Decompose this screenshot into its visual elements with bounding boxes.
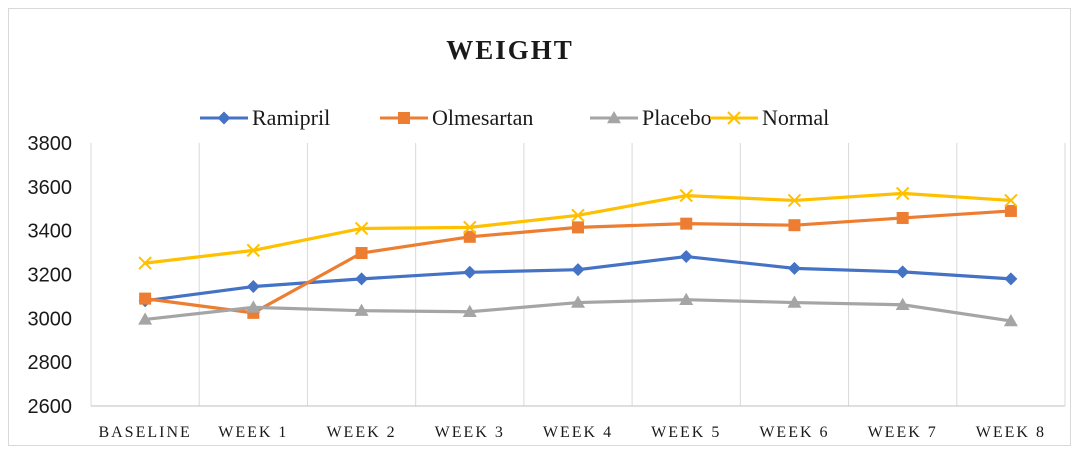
data-point: [463, 230, 476, 243]
chart-frame: [8, 8, 1071, 446]
data-point: [217, 111, 231, 125]
x-tick-label: WEEK 2: [326, 424, 396, 441]
data-point: [355, 272, 369, 286]
series-normal: [138, 186, 1018, 270]
data-point: [727, 111, 741, 125]
data-point: [246, 300, 261, 313]
x-tick-label: WEEK 5: [651, 424, 721, 441]
legend-label: Placebo: [642, 105, 712, 130]
data-point: [571, 263, 585, 277]
data-point: [607, 111, 621, 124]
legend-item-normal: Normal: [710, 105, 829, 130]
y-tick-label: 3400: [28, 221, 73, 243]
data-point: [246, 243, 261, 258]
data-point: [1004, 272, 1018, 286]
data-point: [787, 193, 802, 208]
legend-item-placebo: Placebo: [590, 105, 712, 130]
x-tick-label: WEEK 3: [435, 424, 505, 441]
data-point: [1004, 193, 1018, 208]
series-olmesartan: [139, 204, 1017, 319]
data-point: [680, 217, 693, 230]
y-tick-label: 2600: [28, 396, 73, 418]
data-point: [355, 247, 368, 260]
data-point: [787, 261, 801, 275]
x-tick-label: BASELINE: [98, 424, 191, 441]
series-placebo: [138, 292, 1018, 327]
axes: 2600 2800 3000 3200 3400 3600 3800 BASELINE WEEK…: [28, 133, 1065, 441]
x-tick-label: WEEK 6: [759, 424, 829, 441]
data-point: [679, 292, 694, 305]
y-tick-label: 3200: [28, 265, 73, 287]
data-point: [679, 188, 693, 203]
y-tick-label: 3000: [28, 308, 73, 330]
data-point: [1003, 313, 1018, 327]
legend-label: Ramipril: [252, 105, 330, 130]
data-point: [788, 219, 801, 232]
legend: Ramipril Olmesartan Placebo Normal: [200, 105, 829, 130]
x-tick-label: WEEK 1: [218, 424, 288, 441]
series-line-ramipril: [143, 254, 1013, 303]
series-lines: [138, 186, 1018, 327]
data-point: [895, 186, 910, 201]
data-point: [138, 256, 152, 270]
data-point: [354, 221, 369, 236]
y-tick-label: 3600: [28, 177, 73, 199]
data-point: [138, 312, 153, 325]
data-point: [1004, 204, 1017, 217]
data-point: [139, 292, 152, 305]
data-point: [463, 265, 477, 279]
data-point: [571, 208, 585, 223]
x-tick-label: WEEK 8: [976, 424, 1046, 441]
data-point: [571, 295, 585, 308]
data-point: [895, 297, 910, 310]
legend-label: Olmesartan: [432, 105, 533, 130]
y-tick-label: 3800: [28, 133, 73, 155]
data-point: [246, 280, 260, 294]
data-point: [679, 250, 693, 264]
chart-title: WEIGHT: [446, 35, 574, 65]
legend-item-olmesartan: Olmesartan: [380, 105, 533, 130]
data-point: [247, 306, 260, 319]
legend-label: Normal: [762, 105, 829, 130]
data-point: [354, 303, 369, 316]
data-point: [896, 211, 909, 224]
data-point: [572, 221, 584, 234]
data-point: [463, 220, 477, 235]
y-tick-label: 2800: [28, 352, 73, 374]
legend-item-ramipril: Ramipril: [200, 105, 330, 130]
x-tick-label: WEEK 7: [868, 424, 938, 441]
data-point: [398, 112, 410, 124]
data-point: [787, 295, 802, 308]
x-tick-label: WEEK 4: [543, 424, 613, 441]
data-point: [462, 304, 477, 318]
data-point: [896, 265, 910, 279]
